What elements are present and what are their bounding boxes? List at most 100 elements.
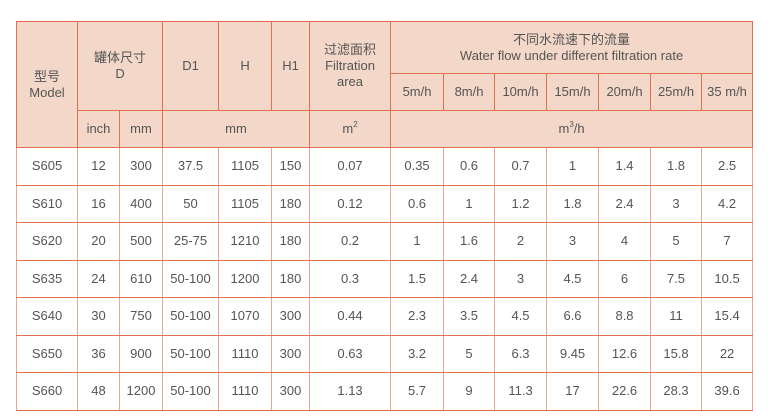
header-d1: D1 [162,21,220,111]
value-cell: 180 [271,222,311,261]
value-cell: 7 [701,222,754,261]
value-cell: 5.7 [390,372,445,411]
model-cell: S650 [16,334,78,373]
value-cell: 300 [118,147,164,186]
tank-size-zh: 罐体尺寸 [94,50,147,65]
header-rate: 20m/h [598,73,652,111]
value-cell: 300 [271,334,311,373]
area-unit-base: m [342,121,354,136]
value-cell: 36 [77,334,120,373]
model-cell: S635 [16,259,78,298]
header-model: 型号 Model [16,21,78,148]
value-cell: 50 [162,184,220,223]
value-cell: 12.6 [598,334,652,373]
value-cell: 28.3 [650,372,703,411]
header-filtration-area: 过滤面积 Filtration area [309,21,392,111]
value-cell: 12 [77,147,120,186]
value-cell: 11.3 [494,372,548,411]
value-cell: 3.2 [390,334,445,373]
value-cell: 1210 [218,222,273,261]
header-rate: 25m/h [650,73,703,111]
value-cell: 6 [598,259,652,298]
value-cell: 750 [118,297,164,336]
value-cell: 1110 [218,372,273,411]
header-h: H [218,21,273,111]
value-cell: 24 [77,259,120,298]
value-cell: 1.2 [494,184,548,223]
value-cell: 180 [271,259,311,298]
flow-zh: 不同水流速下的流量 [513,31,631,47]
value-cell: 2.3 [390,297,445,336]
value-cell: 900 [118,334,164,373]
value-cell: 0.2 [309,222,392,261]
model-en: Model [29,84,65,100]
value-cell: 10.5 [701,259,754,298]
unit-area: m2 [309,110,392,148]
value-cell: 1 [546,147,600,186]
value-cell: 3 [650,184,703,223]
header-h1: H1 [271,21,311,111]
value-cell: 400 [118,184,164,223]
value-cell: 1.4 [598,147,652,186]
value-cell: 1110 [218,334,273,373]
value-cell: 4.2 [701,184,754,223]
value-cell: 1070 [218,297,273,336]
model-cell: S640 [16,297,78,336]
table-row: S635 24 610 50-100 1200 180 0.3 1.5 2.4 3 4.5 6 7.5 1… [16,259,754,298]
value-cell: 0.07 [309,147,392,186]
value-cell: 1200 [218,259,273,298]
unit-flow: m3/h [390,110,754,148]
value-cell: 180 [271,184,311,223]
value-cell: 0.6 [390,184,445,223]
value-cell: 0.3 [309,259,392,298]
value-cell: 9 [443,372,496,411]
value-cell: 22.6 [598,372,652,411]
value-cell: 8.8 [598,297,652,336]
value-cell: 0.44 [309,297,392,336]
model-zh: 型号 [33,68,60,84]
model-cell: S605 [16,147,78,186]
value-cell: 5 [650,222,703,261]
value-cell: 48 [77,372,120,411]
value-cell: 37.5 [162,147,220,186]
tank-size-en: D [115,66,125,81]
value-cell: 50-100 [162,372,220,411]
unit-inch: inch [77,110,120,148]
value-cell: 15.4 [701,297,754,336]
value-cell: 25-75 [162,222,220,261]
value-cell: 50-100 [162,297,220,336]
model-cell: S660 [16,372,78,411]
specification-table: 型号 Model 罐体尺寸 D D1 H H1 过滤面积 Filtration area… [16,21,754,411]
header-tank-size: 罐体尺寸 D [76,21,164,111]
value-cell: 4 [598,222,652,261]
value-cell: 0.63 [309,334,392,373]
area-en1: Filtration [325,58,375,73]
header-rate: 5m/h [390,73,445,111]
value-cell: 300 [271,297,311,336]
value-cell: 0.7 [494,147,548,186]
value-cell: 16 [77,184,120,223]
table-row: S650 36 900 50-100 1110 300 0.63 3.2 5 6.3 9.45 12.… [16,334,754,373]
value-cell: 1200 [118,372,164,411]
value-cell: 6.6 [546,297,600,336]
header-rate: 15m/h [546,73,600,111]
value-cell: 15.8 [650,334,703,373]
value-cell: 20 [77,222,120,261]
value-cell: 4.5 [494,297,548,336]
value-cell: 5 [443,334,496,373]
value-cell: 17 [546,372,600,411]
value-cell: 0.6 [443,147,496,186]
model-cell: S620 [16,222,78,261]
area-zh: 过滤面积 [324,42,377,57]
value-cell: 1.13 [309,372,392,411]
value-cell: 1 [443,184,496,223]
unit-mm: mm [118,110,164,148]
value-cell: 3 [546,222,600,261]
header-rate: 35 m/h [701,73,754,111]
value-cell: 30 [77,297,120,336]
value-cell: 3.5 [443,297,496,336]
value-cell: 22 [701,334,754,373]
value-cell: 610 [118,259,164,298]
value-cell: 1105 [218,184,273,223]
value-cell: 6.3 [494,334,548,373]
